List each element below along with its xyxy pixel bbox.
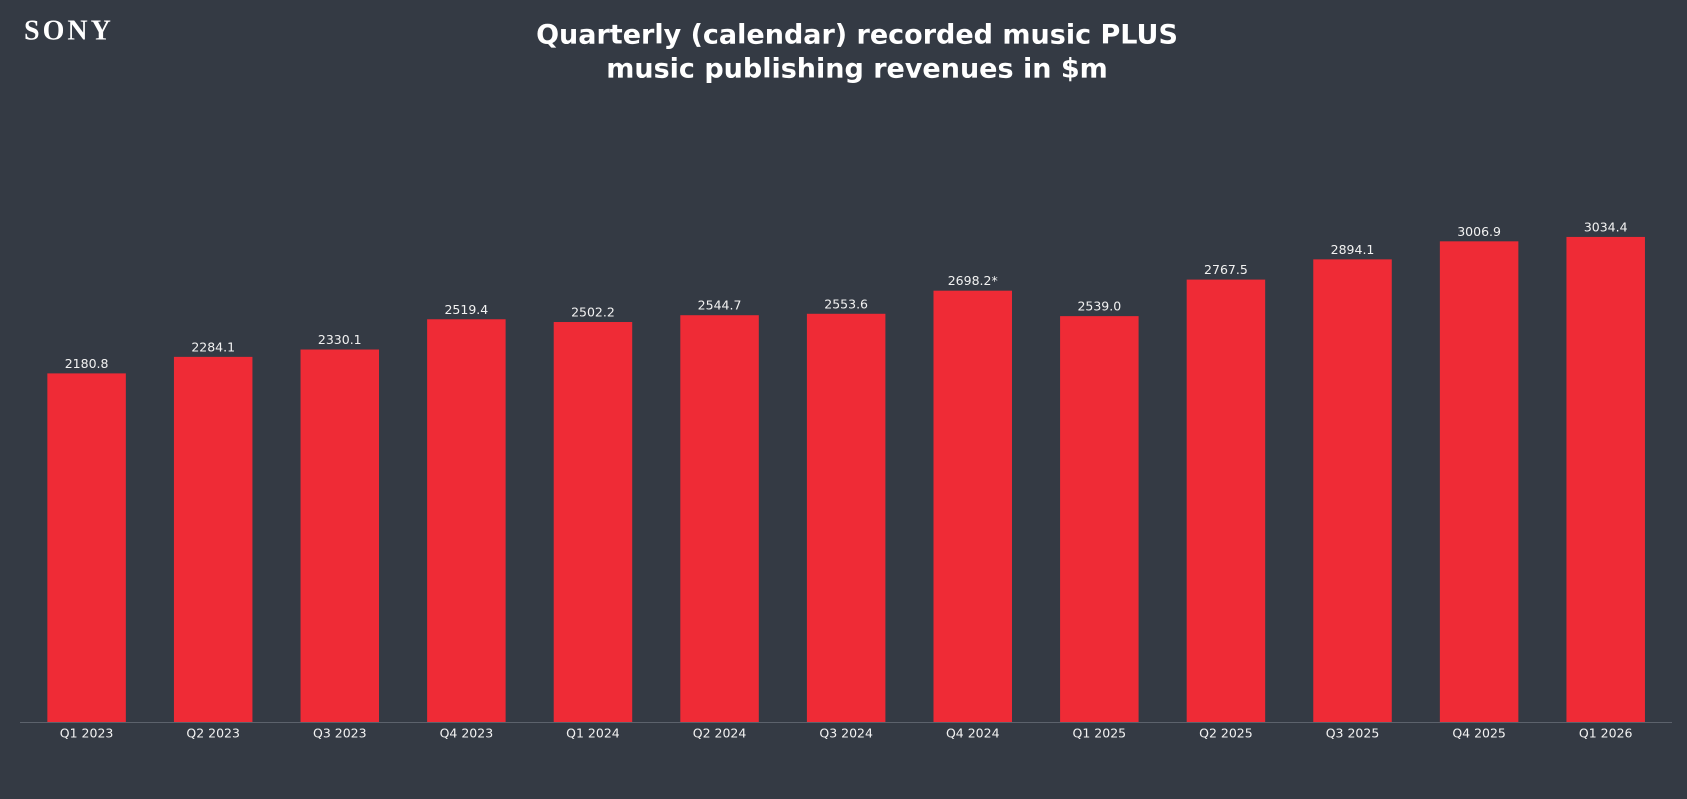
x-tick-label: Q3 2024 <box>819 726 873 741</box>
x-tick-label: Q4 2024 <box>946 726 1000 741</box>
x-tick-label: Q1 2026 <box>1579 726 1633 741</box>
bar <box>173 356 253 722</box>
bar <box>300 349 380 722</box>
bar <box>427 319 506 722</box>
bar <box>553 322 633 722</box>
x-tick-label: Q1 2023 <box>60 726 114 741</box>
value-label: 2767.5 <box>1204 262 1248 277</box>
bar <box>933 290 1012 722</box>
x-tick-label: Q2 2023 <box>186 726 240 741</box>
value-label: 3006.9 <box>1457 224 1501 239</box>
x-tick-label: Q2 2025 <box>1199 726 1253 741</box>
bar <box>806 313 886 722</box>
x-tick-label: Q4 2025 <box>1452 726 1506 741</box>
value-label: 2330.1 <box>318 332 362 347</box>
value-label: 2284.1 <box>191 339 235 354</box>
value-label: 2553.6 <box>824 296 868 311</box>
x-tick-label: Q1 2024 <box>566 726 620 741</box>
bar <box>1439 241 1519 722</box>
x-tick-label: Q1 2025 <box>1073 726 1127 741</box>
bar <box>1313 259 1392 722</box>
value-label: 2539.0 <box>1077 299 1121 314</box>
x-tick-label: Q4 2023 <box>440 726 494 741</box>
logo: SONY <box>24 15 114 46</box>
bar <box>680 315 759 722</box>
value-label: 2502.2 <box>571 305 615 320</box>
value-label: 2519.4 <box>444 302 488 317</box>
value-label: 2894.1 <box>1331 242 1375 257</box>
bar <box>47 373 126 722</box>
value-label: 3034.4 <box>1584 219 1628 234</box>
x-tick-label: Q2 2024 <box>693 726 747 741</box>
bar <box>1186 279 1266 722</box>
value-label: 2698.2* <box>948 273 998 288</box>
chart-title: Quarterly (calendar) recorded music PLUS <box>536 20 1178 51</box>
bar <box>1060 316 1139 722</box>
value-label: 2544.7 <box>698 298 742 313</box>
value-label: 2180.8 <box>65 356 109 371</box>
x-tick-label: Q3 2023 <box>313 726 367 741</box>
bar <box>1566 236 1645 722</box>
chart-title: music publishing revenues in $m <box>606 54 1108 85</box>
x-tick-label: Q3 2025 <box>1326 726 1380 741</box>
